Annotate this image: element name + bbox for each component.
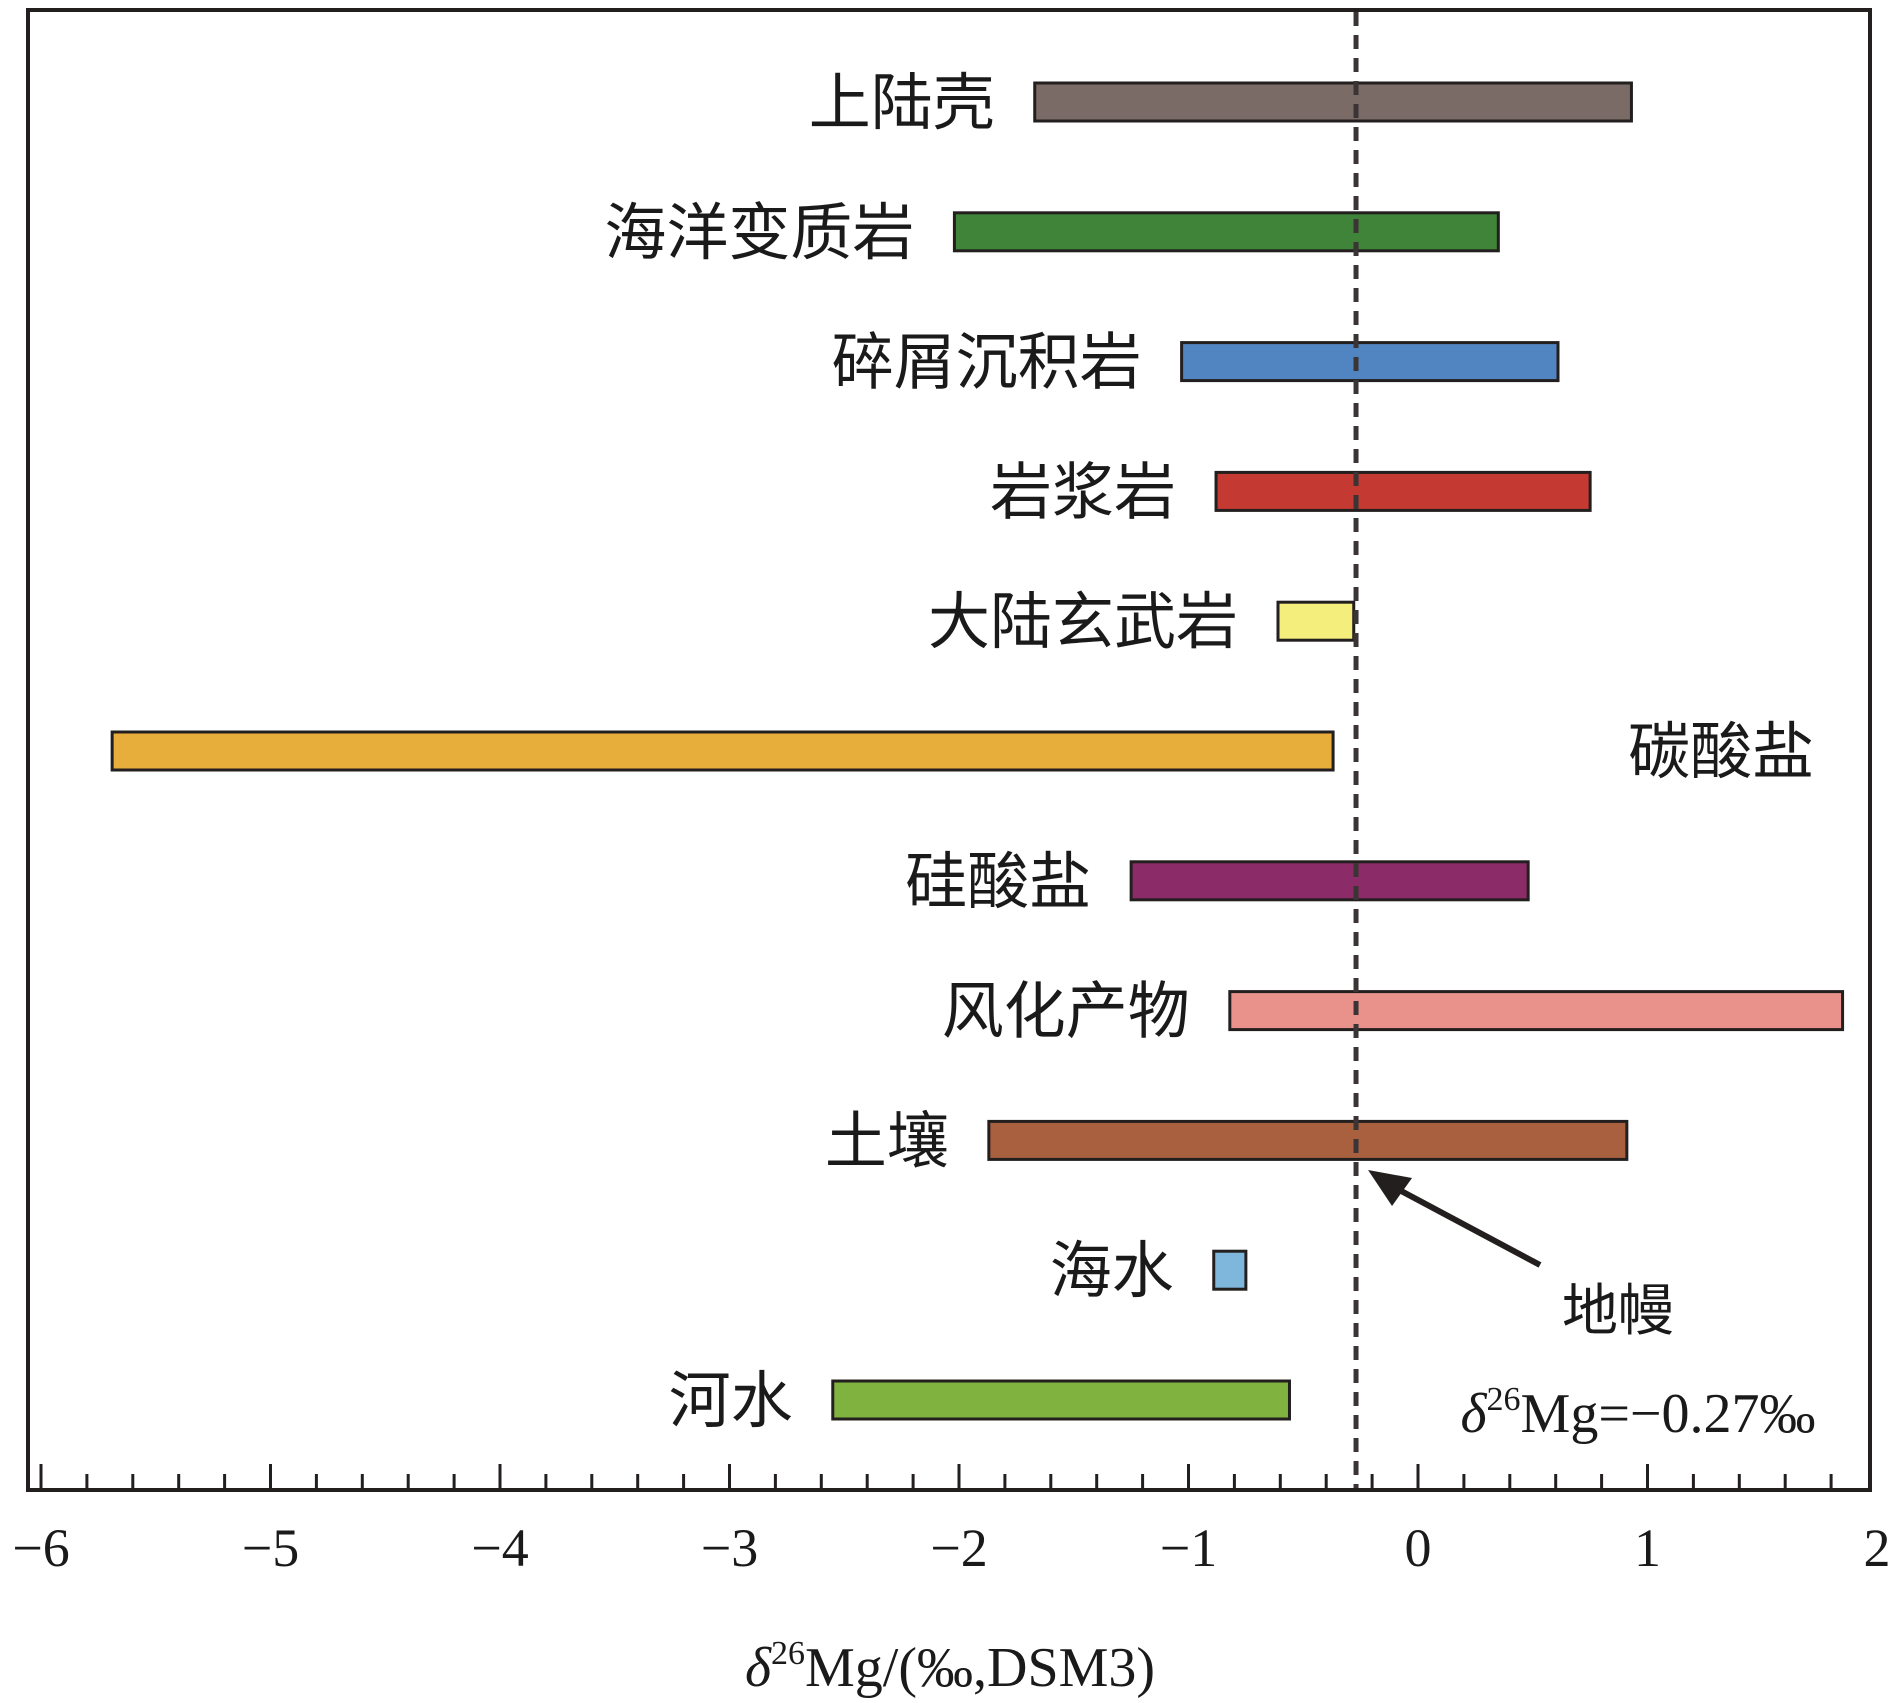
category-label-1: 海洋变质岩 [604,196,914,269]
tick-label-3: −3 [701,1518,758,1578]
mantle-value-symbol: δ [1461,1383,1488,1445]
tick-label-5: −1 [1160,1518,1217,1578]
bar-2 [1180,341,1560,383]
arrow-head [1368,1170,1413,1206]
bar-0 [1033,81,1633,123]
tick-label-4: −2 [930,1518,987,1578]
bar-1 [952,211,1500,253]
bar-8 [987,1119,1629,1161]
category-label-10: 河水 [669,1364,793,1437]
x-axis-title: δ26Mg/(‰,DSM3) [745,1635,1155,1699]
bar-4 [1276,600,1356,642]
category-label-5: 碳酸盐 [1628,715,1814,788]
tick-label-1: −5 [242,1518,299,1578]
bar-9 [1212,1249,1248,1291]
category-label-9: 海水 [1050,1234,1174,1307]
x-axis-ticks [39,1464,1833,1490]
x-axis-title-symbol: δ [745,1637,772,1699]
tick-label-0: −6 [12,1518,69,1578]
category-label-6: 硅酸盐 [905,845,1091,918]
category-label-3: 岩浆岩 [990,455,1176,528]
tick-label-8: 2 [1864,1518,1890,1578]
category-label-2: 碎屑沉积岩 [832,326,1142,399]
x-axis-tick-labels: −6 −5 −4 −3 −2 −1 0 1 2 [12,1518,1890,1578]
bars-group [110,81,1845,1421]
bar-6 [1129,860,1530,902]
category-label-7: 风化产物 [942,975,1190,1048]
tick-label-7: 1 [1634,1518,1661,1578]
mantle-value-label: δ26Mg=−0.27‰ [1461,1381,1816,1445]
mantle-value-text: Mg=−0.27‰ [1521,1383,1816,1445]
mantle-arrow [1368,1170,1542,1268]
tick-label-2: −4 [471,1518,528,1578]
tick-label-6: 0 [1405,1518,1432,1578]
mantle-value-sup: 26 [1487,1381,1521,1418]
arrow-shaft [1388,1182,1542,1268]
category-label-0: 上陆壳 [809,66,995,139]
bar-10 [831,1379,1291,1421]
bar-7 [1228,990,1845,1032]
x-axis-title-sup: 26 [771,1635,805,1672]
category-label-4: 大陆玄武岩 [928,585,1238,658]
mantle-label: 地幔 [1562,1279,1674,1344]
category-label-8: 土壤 [825,1104,949,1177]
bar-5 [110,730,1335,772]
bar-3 [1214,470,1592,512]
plot-frame [26,8,1872,1492]
x-axis-title-text: Mg/(‰,DSM3) [805,1637,1155,1699]
